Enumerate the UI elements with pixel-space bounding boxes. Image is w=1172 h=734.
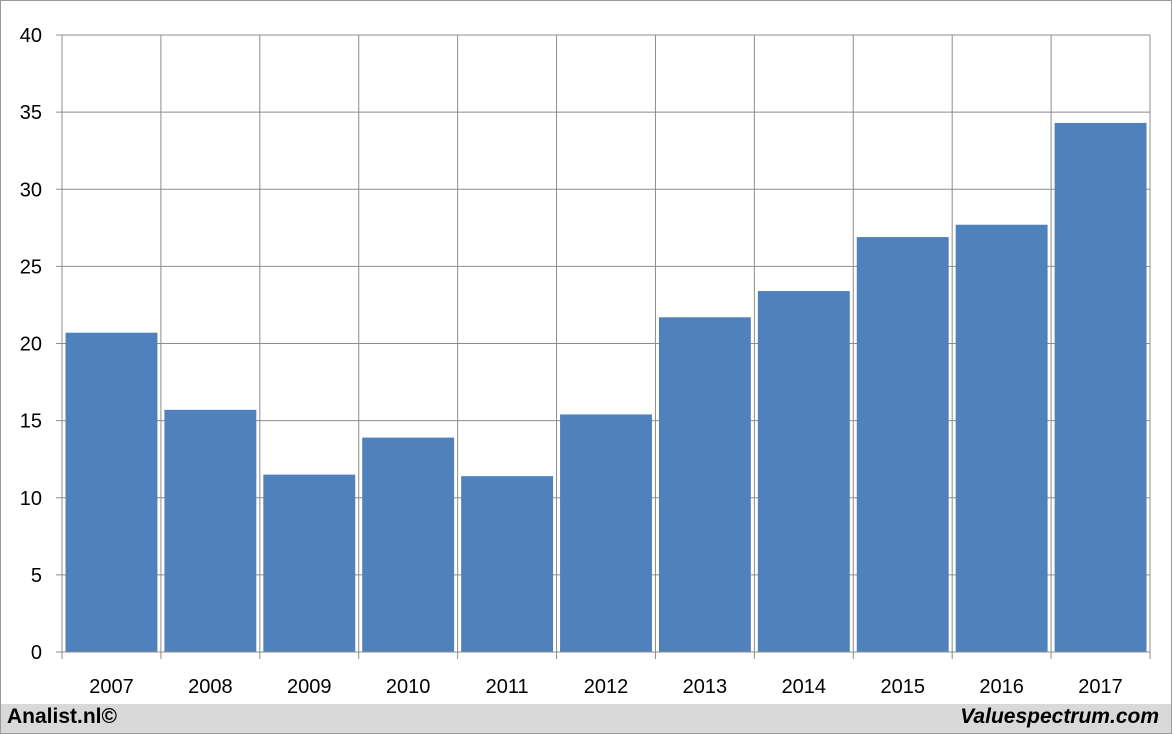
bar-2012 [560,414,652,652]
y-tick-label: 15 [20,411,42,433]
x-tick-label: 2017 [1078,676,1123,698]
bar-2016 [955,224,1048,653]
bar-2010 [362,437,455,652]
x-tick-label: 2008 [188,676,233,698]
y-tick-label: 30 [20,179,42,201]
y-tick-label: 40 [20,25,42,47]
x-tick-label: 2013 [683,676,728,698]
x-tick-label: 2015 [880,676,925,698]
bar-2014 [757,291,850,652]
bar-2017 [1054,122,1147,653]
bar-2007 [65,332,158,652]
y-tick-label: 25 [20,256,42,278]
bar-2009 [263,474,356,652]
x-tick-label: 2007 [89,676,134,698]
x-tick-labels: 2007 2008 2009 2010 2011 2012 2013 2014 2015 2016… [89,676,1123,698]
footer-bar: Analist.nl© Valuespectrum.com [1,704,1171,733]
y-tick-labels: 0 5 10 15 20 25 30 35 40 [20,25,42,664]
bar-2011 [461,476,554,652]
bar-2008 [164,409,257,652]
bar-2015 [856,237,949,652]
x-tick-label: 2009 [287,676,332,698]
grid-lines [61,34,1151,652]
bar-2013 [658,317,751,652]
y-tick-label: 10 [20,488,42,510]
x-tick-label: 2010 [386,676,431,698]
x-tick-label: 2016 [979,676,1024,698]
bar-chart: 0 5 10 15 20 25 30 35 40 2007 2008 2009 2010 2011 201… [20,25,1151,698]
x-tick-label: 2012 [584,676,629,698]
x-tick-label: 2011 [486,676,529,698]
footer-source: Analist.nl© [7,705,117,728]
footer-credit: Valuespectrum.com [960,705,1159,728]
x-tick-label: 2014 [782,676,827,698]
y-tick-label: 0 [31,642,42,664]
y-tick-label: 20 [20,334,42,356]
bars [65,122,1147,653]
axes [56,34,1151,659]
y-tick-label: 5 [31,565,42,587]
y-tick-label: 35 [20,102,42,124]
